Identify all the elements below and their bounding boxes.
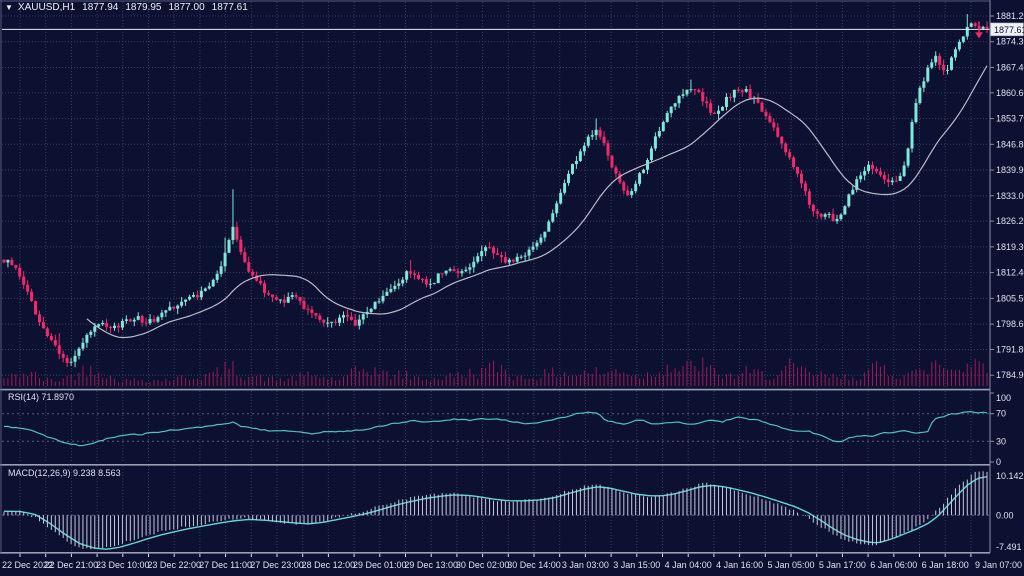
svg-text:1846.80: 1846.80 bbox=[996, 139, 1024, 149]
volume-bars bbox=[3, 357, 988, 386]
svg-text:23 Dec 10:00: 23 Dec 10:00 bbox=[96, 560, 150, 570]
svg-text:1805.50: 1805.50 bbox=[996, 293, 1024, 303]
svg-text:4 Jan 16:00: 4 Jan 16:00 bbox=[716, 560, 763, 570]
svg-text:30 Dec 02:00: 30 Dec 02:00 bbox=[456, 560, 510, 570]
rsi-axis[interactable]: 100 70 30 0 bbox=[990, 392, 1011, 467]
svg-text:9 Jan 07:00: 9 Jan 07:00 bbox=[975, 560, 1022, 570]
svg-text:1826.20: 1826.20 bbox=[996, 216, 1024, 226]
svg-text:28 Dec 12:00: 28 Dec 12:00 bbox=[302, 560, 356, 570]
current-price-tag: 1877.61 bbox=[990, 22, 1024, 37]
bid-arrow-icon bbox=[975, 21, 983, 39]
svg-text:23 Dec 22:00: 23 Dec 22:00 bbox=[147, 560, 201, 570]
svg-text:27 Dec 23:00: 27 Dec 23:00 bbox=[250, 560, 304, 570]
grid-lines bbox=[2, 2, 989, 551]
svg-text:1867.40: 1867.40 bbox=[996, 62, 1024, 72]
svg-text:6 Jan 18:00: 6 Jan 18:00 bbox=[922, 560, 969, 570]
svg-text:30 Dec 14:00: 30 Dec 14:00 bbox=[507, 560, 561, 570]
symbol-dropdown-icon[interactable]: ▼ bbox=[5, 3, 13, 12]
svg-text:100: 100 bbox=[996, 393, 1011, 403]
svg-text:29 Dec 01:00: 29 Dec 01:00 bbox=[353, 560, 407, 570]
macd-histogram bbox=[3, 471, 988, 550]
svg-text:29 Dec 13:00: 29 Dec 13:00 bbox=[404, 560, 458, 570]
svg-text:1860.60: 1860.60 bbox=[996, 88, 1024, 98]
price-axis[interactable]: 1881.20 1874.30 1867.40 1860.60 1853.70 1846.… bbox=[990, 11, 1024, 380]
svg-text:0: 0 bbox=[996, 457, 1001, 467]
svg-text:0.00: 0.00 bbox=[996, 510, 1014, 520]
macd-axis[interactable]: 10.142 0.00 -7.491 bbox=[996, 471, 1024, 552]
moving-average-line bbox=[86, 65, 988, 339]
svg-text:10.142: 10.142 bbox=[996, 471, 1024, 481]
svg-text:3 Jan 03:00: 3 Jan 03:00 bbox=[562, 560, 609, 570]
svg-text:70: 70 bbox=[996, 409, 1006, 419]
svg-text:4 Jan 04:00: 4 Jan 04:00 bbox=[665, 560, 712, 570]
svg-text:5 Jan 05:00: 5 Jan 05:00 bbox=[767, 560, 814, 570]
svg-text:3 Jan 15:00: 3 Jan 15:00 bbox=[613, 560, 660, 570]
svg-text:1877.61: 1877.61 bbox=[994, 25, 1024, 35]
svg-text:22 Dec 2022: 22 Dec 2022 bbox=[2, 560, 53, 570]
svg-text:6 Jan 06:00: 6 Jan 06:00 bbox=[870, 560, 917, 570]
svg-text:22 Dec 21:00: 22 Dec 21:00 bbox=[45, 560, 99, 570]
svg-text:1784.90: 1784.90 bbox=[996, 370, 1024, 380]
svg-text:1833.00: 1833.00 bbox=[996, 191, 1024, 201]
panel-borders bbox=[0, 0, 991, 554]
svg-text:-7.491: -7.491 bbox=[996, 542, 1022, 552]
candlesticks[interactable] bbox=[2, 14, 989, 368]
macd-panel[interactable] bbox=[2, 476, 989, 550]
svg-text:1839.90: 1839.90 bbox=[996, 165, 1024, 175]
svg-text:1881.20: 1881.20 bbox=[996, 11, 1024, 21]
svg-text:1874.30: 1874.30 bbox=[996, 37, 1024, 47]
svg-text:27 Dec 11:00: 27 Dec 11:00 bbox=[199, 560, 252, 570]
svg-text:30: 30 bbox=[996, 436, 1006, 446]
svg-text:5 Jan 17:00: 5 Jan 17:00 bbox=[819, 560, 866, 570]
svg-text:1798.60: 1798.60 bbox=[996, 319, 1024, 329]
rsi-panel[interactable] bbox=[2, 410, 989, 447]
svg-text:1819.30: 1819.30 bbox=[996, 242, 1024, 252]
svg-text:1853.70: 1853.70 bbox=[996, 114, 1024, 124]
svg-text:1812.40: 1812.40 bbox=[996, 268, 1024, 278]
svg-text:1791.80: 1791.80 bbox=[996, 344, 1024, 354]
